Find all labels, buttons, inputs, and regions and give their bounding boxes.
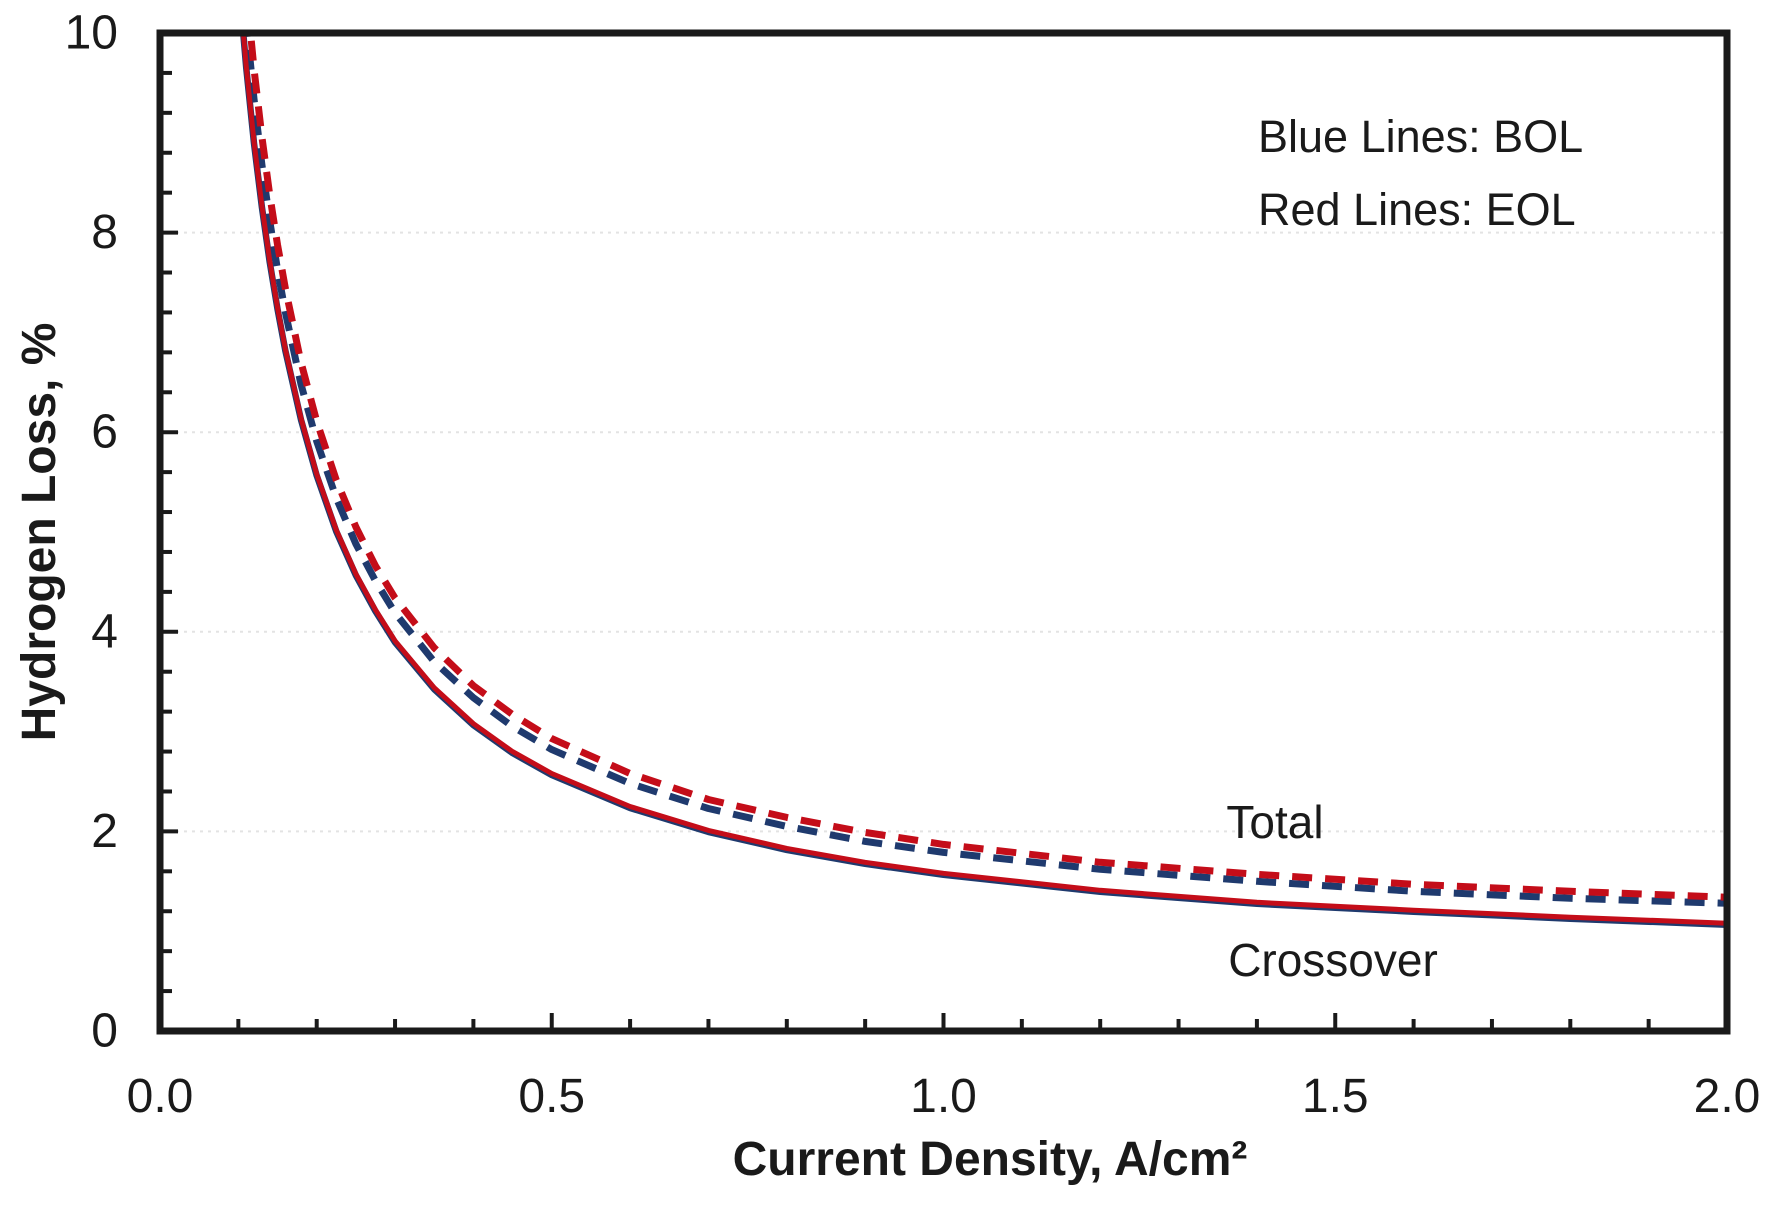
x-tick-label: 0.5 [518, 1070, 585, 1123]
annotation-total: Total [1226, 796, 1323, 848]
y-tick-label: 10 [65, 7, 118, 60]
y-axis-title: Hydrogen Loss, % [13, 323, 66, 742]
plot-border [156, 29, 1731, 1035]
x-tick-label: 1.5 [1302, 1070, 1369, 1123]
x-axis-title: Current Density, A/cm² [733, 1133, 1248, 1186]
legend-line-blue: Blue Lines: BOL [1258, 111, 1583, 162]
x-tick-label: 0.0 [127, 1070, 194, 1123]
series-curves [239, 33, 1727, 928]
annotation-crossover: Crossover [1228, 934, 1438, 986]
y-tick-label: 0 [91, 1005, 118, 1058]
series-total-eol [247, 33, 1727, 901]
y-tick-label: 8 [91, 206, 118, 259]
y-tick-label: 6 [91, 406, 118, 459]
legend-line-red: Red Lines: EOL [1258, 184, 1576, 235]
series-crossover-eol [240, 33, 1727, 926]
x-tick-label: 2.0 [1694, 1070, 1761, 1123]
y-tick-label: 4 [91, 605, 118, 658]
tick-marks [160, 70, 1651, 1031]
gridlines [160, 231, 1727, 833]
x-tick-label: 1.0 [910, 1070, 977, 1123]
y-tick-labels: 0 2 4 6 8 10 [65, 7, 118, 1058]
y-tick-label: 2 [91, 805, 118, 858]
x-tick-labels: 0.0 0.5 1.0 1.5 2.0 [127, 1070, 1761, 1123]
